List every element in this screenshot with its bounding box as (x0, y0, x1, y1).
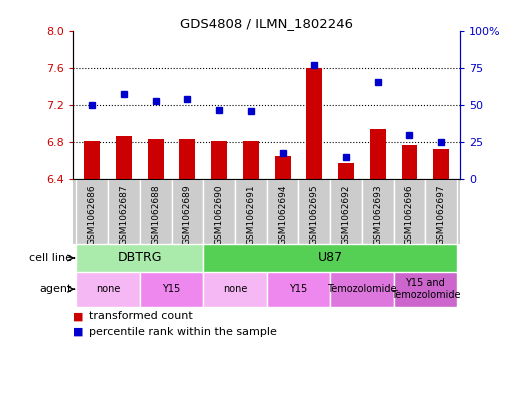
Bar (425, 179, 457, 244)
Bar (299, 179, 330, 244)
Bar (140, 272, 203, 307)
Text: DBTRG: DBTRG (118, 252, 162, 264)
Text: GSM1062687: GSM1062687 (119, 185, 129, 245)
Text: cell line: cell line (29, 253, 72, 263)
Bar (338, 163, 354, 179)
Text: GSM1062689: GSM1062689 (183, 185, 192, 245)
Bar (148, 139, 164, 179)
Bar (362, 179, 394, 244)
Bar (243, 141, 259, 179)
Text: GSM1062688: GSM1062688 (151, 185, 160, 245)
Text: none: none (223, 284, 247, 294)
Text: GSM1062697: GSM1062697 (437, 185, 446, 245)
Text: U87: U87 (317, 252, 343, 264)
Bar (433, 149, 449, 179)
Text: transformed count: transformed count (89, 311, 192, 321)
Text: ■: ■ (73, 327, 84, 337)
Text: percentile rank within the sample: percentile rank within the sample (89, 327, 277, 337)
Bar (394, 272, 457, 307)
Text: Temozolomide: Temozolomide (327, 284, 396, 294)
Bar (76, 179, 108, 244)
Bar (179, 139, 196, 179)
Bar (330, 272, 394, 307)
Text: GSM1062690: GSM1062690 (214, 185, 224, 245)
Text: agent: agent (39, 284, 72, 294)
Bar (235, 179, 267, 244)
Text: GSM1062691: GSM1062691 (246, 185, 255, 245)
Text: Y15: Y15 (163, 284, 180, 294)
Bar (394, 179, 425, 244)
Text: Y15 and
Temozolomide: Y15 and Temozolomide (391, 278, 460, 300)
Text: none: none (96, 284, 120, 294)
Bar (76, 244, 203, 272)
Text: GSM1062693: GSM1062693 (373, 185, 382, 245)
Text: Y15: Y15 (289, 284, 308, 294)
Text: GSM1062694: GSM1062694 (278, 185, 287, 245)
Bar (140, 179, 172, 244)
Text: GSM1062692: GSM1062692 (342, 185, 350, 245)
Bar (203, 179, 235, 244)
Text: GSM1062696: GSM1062696 (405, 185, 414, 245)
Bar (330, 179, 362, 244)
Bar (108, 179, 140, 244)
Text: GSM1062695: GSM1062695 (310, 185, 319, 245)
Bar (275, 156, 290, 179)
Title: GDS4808 / ILMN_1802246: GDS4808 / ILMN_1802246 (180, 17, 353, 30)
Bar (267, 179, 299, 244)
Bar (306, 68, 322, 179)
Bar (76, 272, 140, 307)
Bar (203, 272, 267, 307)
Text: ■: ■ (73, 311, 84, 321)
Bar (370, 129, 385, 179)
Bar (211, 141, 227, 179)
Text: GSM1062686: GSM1062686 (88, 185, 97, 245)
Bar (402, 145, 417, 179)
Bar (203, 244, 457, 272)
Bar (116, 136, 132, 179)
Bar (172, 179, 203, 244)
Bar (84, 141, 100, 179)
Bar (267, 272, 330, 307)
